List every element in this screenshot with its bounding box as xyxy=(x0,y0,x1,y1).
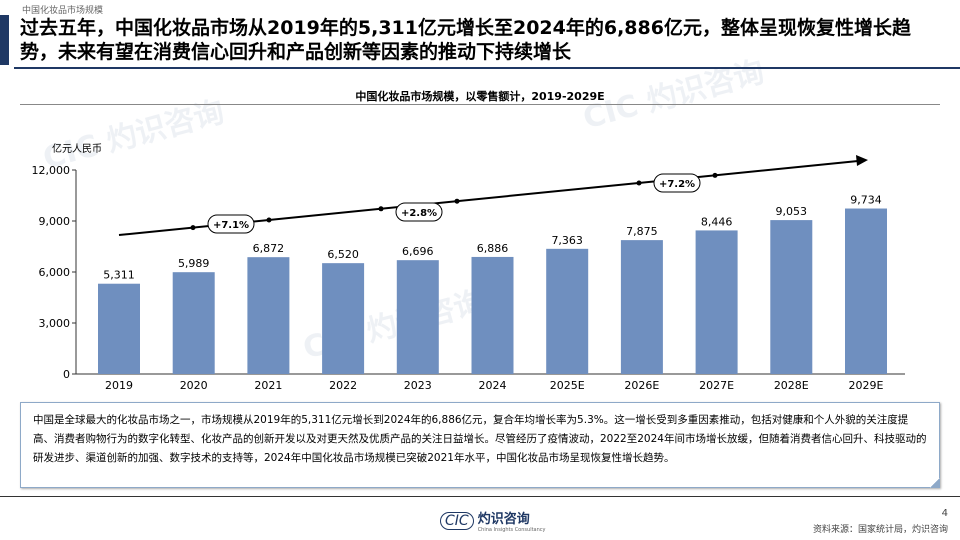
x-tick-label: 2029E xyxy=(849,379,884,392)
summary-text: 中国是全球最大的化妆品市场之一，市场规模从2019年的5,311亿元增长到202… xyxy=(33,414,927,464)
cagr-badge xyxy=(653,173,701,193)
value-label: 5,989 xyxy=(178,257,210,270)
bar-2028E xyxy=(770,220,813,374)
trend-dot xyxy=(712,172,718,178)
x-tick-label: 2026E xyxy=(624,379,659,392)
x-tick-label: 2019 xyxy=(105,379,133,392)
bar-2019 xyxy=(98,283,140,374)
cagr-label: +7.2% xyxy=(659,179,695,190)
bar-2027E xyxy=(695,230,738,374)
page-title: 过去五年，中国化妆品市场从2019年的5,311亿元增长至2024年的6,886… xyxy=(20,17,911,63)
cagr-badge xyxy=(395,202,443,222)
x-tick-label: 2028E xyxy=(774,379,809,392)
summary-box: 中国是全球最大的化妆品市场之一，市场规模从2019年的5,311亿元增长到202… xyxy=(20,402,940,488)
x-tick-label: 2024 xyxy=(479,379,507,392)
y-tick-label: 12,000 xyxy=(32,164,71,177)
value-label: 6,696 xyxy=(402,245,434,258)
bar-2022 xyxy=(322,263,365,374)
source-note: 资料来源：国家统计局，灼识咨询 xyxy=(812,525,948,535)
value-label: 5,311 xyxy=(103,269,135,282)
cagr-label: +2.8% xyxy=(401,208,437,219)
bar-2029E xyxy=(845,208,887,374)
breadcrumb: 中国化妆品市场规模 xyxy=(22,6,104,16)
x-tick-label: 2023 xyxy=(404,379,432,392)
trend-dot xyxy=(190,225,196,231)
x-tick-label: 2020 xyxy=(180,379,208,392)
value-label: 7,875 xyxy=(626,225,658,238)
bar-2021 xyxy=(247,257,290,374)
bar-chart: 亿元人民币 0 3,000 6,000 9,000 12,000 5,311 2019 5,98… xyxy=(32,142,905,392)
trend-dot xyxy=(636,180,642,186)
cic-logo: CIC 灼识咨询 China Insights Consultancy xyxy=(440,508,545,533)
y-tick-label: 0 xyxy=(63,368,70,381)
value-label: 6,872 xyxy=(253,242,285,255)
value-label: 6,886 xyxy=(477,242,509,255)
bar-2023 xyxy=(396,260,439,374)
x-tick-label: 2022 xyxy=(329,379,357,392)
y-tick-label: 9,000 xyxy=(39,215,71,228)
x-tick-label: 2027E xyxy=(699,379,734,392)
arrow-head-icon xyxy=(856,155,868,166)
trend-dot xyxy=(454,198,460,204)
page-number: 4 xyxy=(941,508,948,519)
divider xyxy=(14,67,960,69)
trend-dot xyxy=(378,206,384,212)
y-tick-label: 6,000 xyxy=(39,266,71,279)
cagr-badge xyxy=(207,214,255,234)
x-tick-label: 2025E xyxy=(550,379,585,392)
x-tick-label: 2021 xyxy=(254,379,282,392)
chart-title: 中国化妆品市场规模，以零售额计，2019-2029E xyxy=(355,90,605,103)
divider xyxy=(0,496,960,497)
page-fold-icon xyxy=(930,478,940,488)
divider xyxy=(20,104,940,105)
value-label: 7,363 xyxy=(551,234,583,247)
bar-2024 xyxy=(471,256,514,374)
cagr-label: +7.1% xyxy=(213,220,249,231)
y-tick-label: 3,000 xyxy=(39,317,71,330)
accent-bar xyxy=(0,15,9,65)
bar-2020 xyxy=(172,272,215,374)
value-label: 9,053 xyxy=(776,205,808,218)
value-label: 9,734 xyxy=(850,194,882,207)
value-label: 6,520 xyxy=(327,248,359,261)
bar-2026E xyxy=(620,240,663,374)
bar-2025E xyxy=(546,248,589,374)
y-axis-label: 亿元人民币 xyxy=(52,142,102,155)
value-label: 8,446 xyxy=(701,215,733,228)
trend-dot xyxy=(266,217,272,223)
